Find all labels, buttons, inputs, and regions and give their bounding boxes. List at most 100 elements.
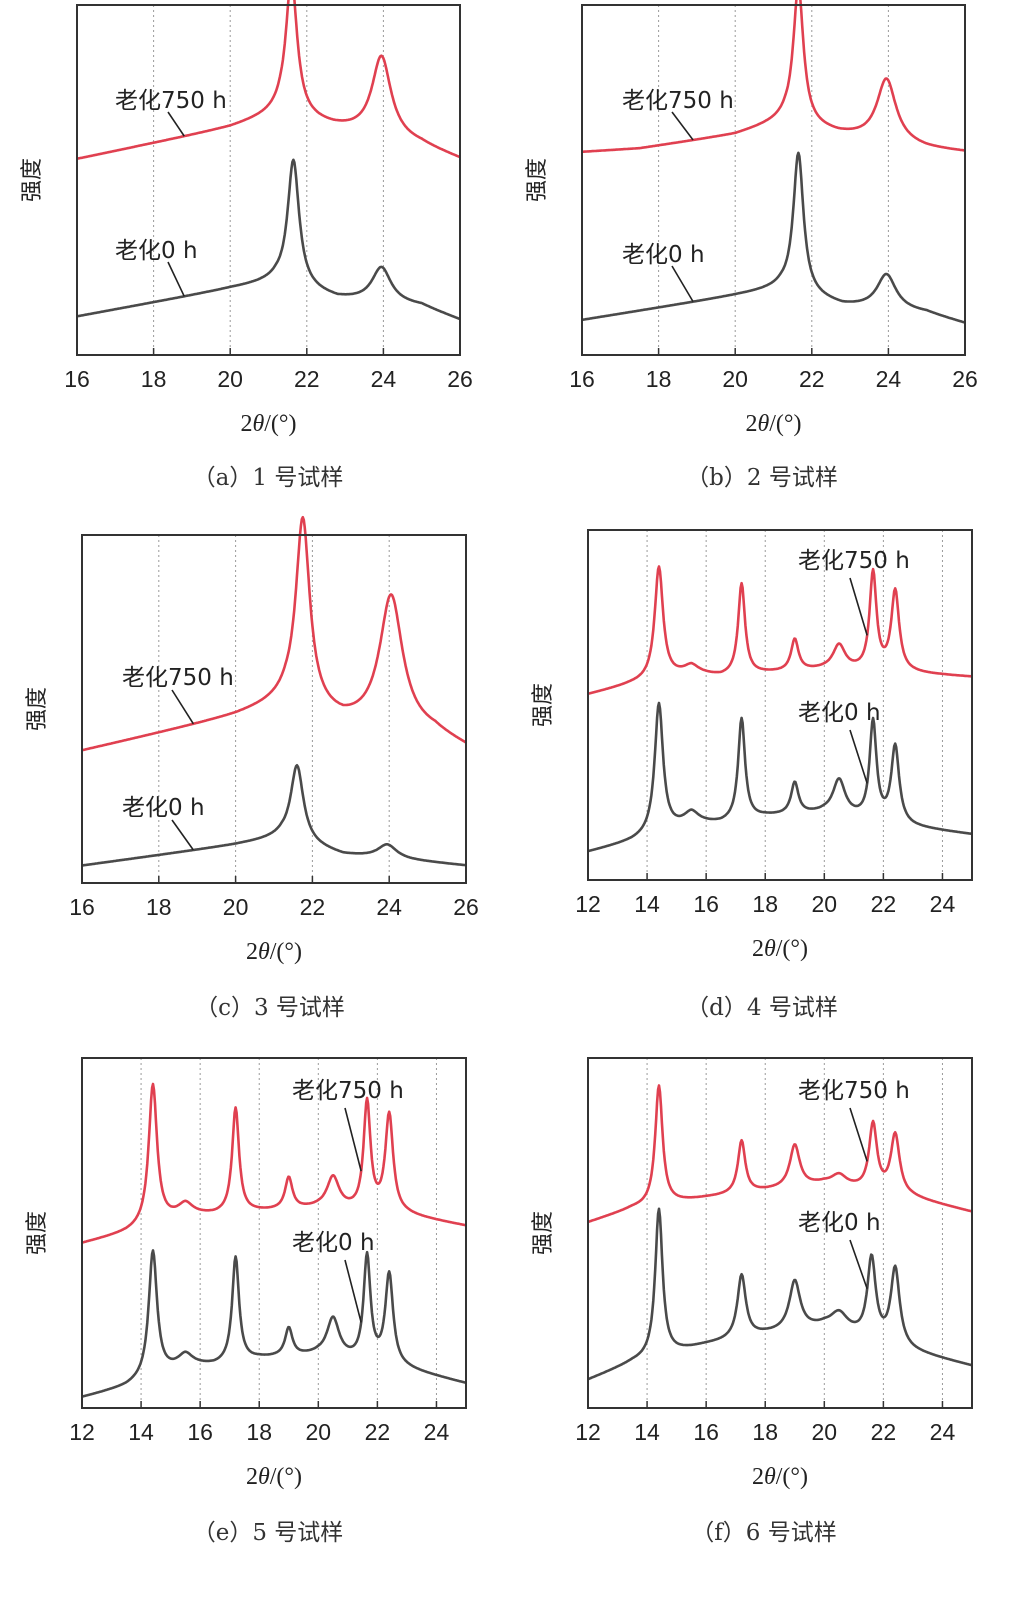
annotation-leader	[671, 111, 694, 141]
x-tick-label: 20	[217, 366, 243, 392]
chart-panel-5: 12 14 16 18 20 22 24 2θ/(°) 强度 老化750 h 老化0 h （e）5 号…	[25, 1057, 467, 1546]
x-tick-label: 18	[246, 1419, 272, 1445]
x-tick-label: 26	[447, 366, 473, 392]
x-tick-label: 20	[722, 366, 748, 392]
x-tick-label: 20	[223, 894, 249, 920]
x-tick-label: 26	[453, 894, 479, 920]
x-tick-label: 24	[371, 366, 397, 392]
x-tick-label: 14	[128, 1419, 154, 1445]
x-tick-label: 16	[569, 366, 595, 392]
annotation-leader	[849, 729, 868, 784]
x-axis-label: 2θ/(°)	[246, 939, 302, 965]
x-tick-label: 16	[64, 366, 90, 392]
x-tick-label: 14	[634, 1419, 660, 1445]
annotation-leader	[167, 111, 185, 137]
annotation-leader	[849, 577, 868, 636]
y-axis-label: 强度	[20, 158, 45, 202]
y-axis-label: 强度	[525, 158, 550, 202]
x-tick-label: 18	[646, 366, 672, 392]
annotation-leader	[849, 1239, 868, 1290]
x-tick-label: 26	[952, 366, 978, 392]
series-label-aged-750h: 老化750 h	[798, 548, 910, 574]
plot-frame	[587, 1057, 973, 1409]
series-label-aged-750h: 老化750 h	[798, 1078, 910, 1104]
chart-panel-4: 12 14 16 18 20 22 24 2θ/(°) 强度 老化750 h 老化0 h （d）4 号…	[531, 529, 973, 1021]
series-line-aged-750h	[81, 1082, 467, 1244]
series-label-aged-0h: 老化0 h	[622, 242, 705, 268]
x-tick-label: 22	[871, 1419, 897, 1445]
x-tick-label: 22	[799, 366, 825, 392]
x-tick-label: 24	[424, 1419, 450, 1445]
series-line-aged-750h	[587, 565, 973, 695]
x-tick-label: 16	[69, 894, 95, 920]
series-line-aged-750h	[81, 515, 467, 752]
x-tick-label: 20	[812, 1419, 838, 1445]
series-line-aged-0h	[587, 1207, 973, 1381]
x-tick-label: 22	[294, 366, 320, 392]
y-axis-label: 强度	[531, 683, 556, 727]
series-label-aged-0h: 老化0 h	[122, 795, 205, 821]
x-tick-label: 12	[69, 1419, 95, 1445]
plot-frame	[76, 4, 461, 356]
chart-panel-1: 16 18 20 22 24 26 2θ/(°) 强度 老化750 h 老化0 h （a）1 号试样	[20, 0, 473, 491]
y-axis-label: 强度	[531, 1211, 556, 1255]
panel-caption: （b）2 号试样	[686, 465, 838, 491]
x-tick-label: 20	[812, 891, 838, 917]
plot-frame	[581, 4, 966, 356]
series-label-aged-750h: 老化750 h	[292, 1078, 404, 1104]
chart-panel-6: 12 14 16 18 20 22 24 2θ/(°) 强度 老化750 h 老化0 h （f）6 号…	[531, 1057, 973, 1546]
panel-caption: （d）4 号试样	[686, 995, 838, 1021]
x-tick-label: 22	[300, 894, 326, 920]
series-line-aged-0h	[81, 764, 467, 867]
plot-frame	[81, 534, 467, 884]
annotation-leader	[344, 1107, 362, 1172]
series-label-aged-0h: 老化0 h	[115, 238, 198, 264]
x-tick-label: 14	[634, 891, 660, 917]
annotation-leader	[171, 689, 195, 725]
y-axis-label: 强度	[25, 687, 50, 731]
series-line-aged-0h	[76, 158, 461, 321]
x-axis-label: 2θ/(°)	[246, 1464, 302, 1490]
x-tick-label: 18	[752, 891, 778, 917]
panel-caption: （c）3 号试样	[195, 995, 345, 1021]
x-axis-label: 2θ/(°)	[752, 936, 808, 962]
series-line-aged-750h	[76, 0, 461, 160]
series-label-aged-0h: 老化0 h	[292, 1230, 375, 1256]
panel-caption: （a）1 号试样	[193, 465, 344, 491]
x-tick-label: 16	[693, 891, 719, 917]
series-line-aged-750h	[587, 1084, 973, 1224]
series-label-aged-0h: 老化0 h	[798, 700, 881, 726]
x-tick-label: 24	[930, 1419, 956, 1445]
series-line-aged-0h	[581, 151, 966, 324]
x-tick-label: 16	[187, 1419, 213, 1445]
x-tick-label: 18	[752, 1419, 778, 1445]
x-tick-label: 18	[141, 366, 167, 392]
series-label-aged-750h: 老化750 h	[122, 665, 234, 691]
x-axis-label: 2θ/(°)	[240, 411, 296, 437]
plot-frame	[81, 1057, 467, 1409]
series-line-aged-0h	[81, 1249, 467, 1398]
x-axis-label: 2θ/(°)	[745, 411, 801, 437]
series-label-aged-0h: 老化0 h	[798, 1210, 881, 1236]
annotation-leader	[171, 819, 195, 851]
annotation-leader	[344, 1259, 362, 1323]
series-label-aged-750h: 老化750 h	[115, 88, 227, 114]
x-axis-label: 2θ/(°)	[752, 1464, 808, 1490]
annotation-leader	[671, 265, 694, 303]
annotation-leader	[849, 1107, 868, 1162]
x-tick-label: 18	[146, 894, 172, 920]
x-tick-label: 24	[930, 891, 956, 917]
panel-caption: （e）5 号试样	[193, 1520, 344, 1546]
x-tick-label: 20	[306, 1419, 332, 1445]
x-tick-label: 16	[693, 1419, 719, 1445]
x-tick-label: 12	[575, 891, 601, 917]
x-tick-label: 12	[575, 1419, 601, 1445]
series-line-aged-750h	[581, 0, 966, 154]
y-axis-label: 强度	[25, 1211, 50, 1255]
panel-caption: （f）6 号试样	[691, 1520, 836, 1546]
series-label-aged-750h: 老化750 h	[622, 88, 734, 114]
chart-panel-3: 16 18 20 22 24 26 2θ/(°) 强度 老化750 h 老化0 h （c）3 号试样	[25, 515, 479, 1021]
x-tick-label: 24	[376, 894, 402, 920]
x-tick-label: 24	[876, 366, 902, 392]
